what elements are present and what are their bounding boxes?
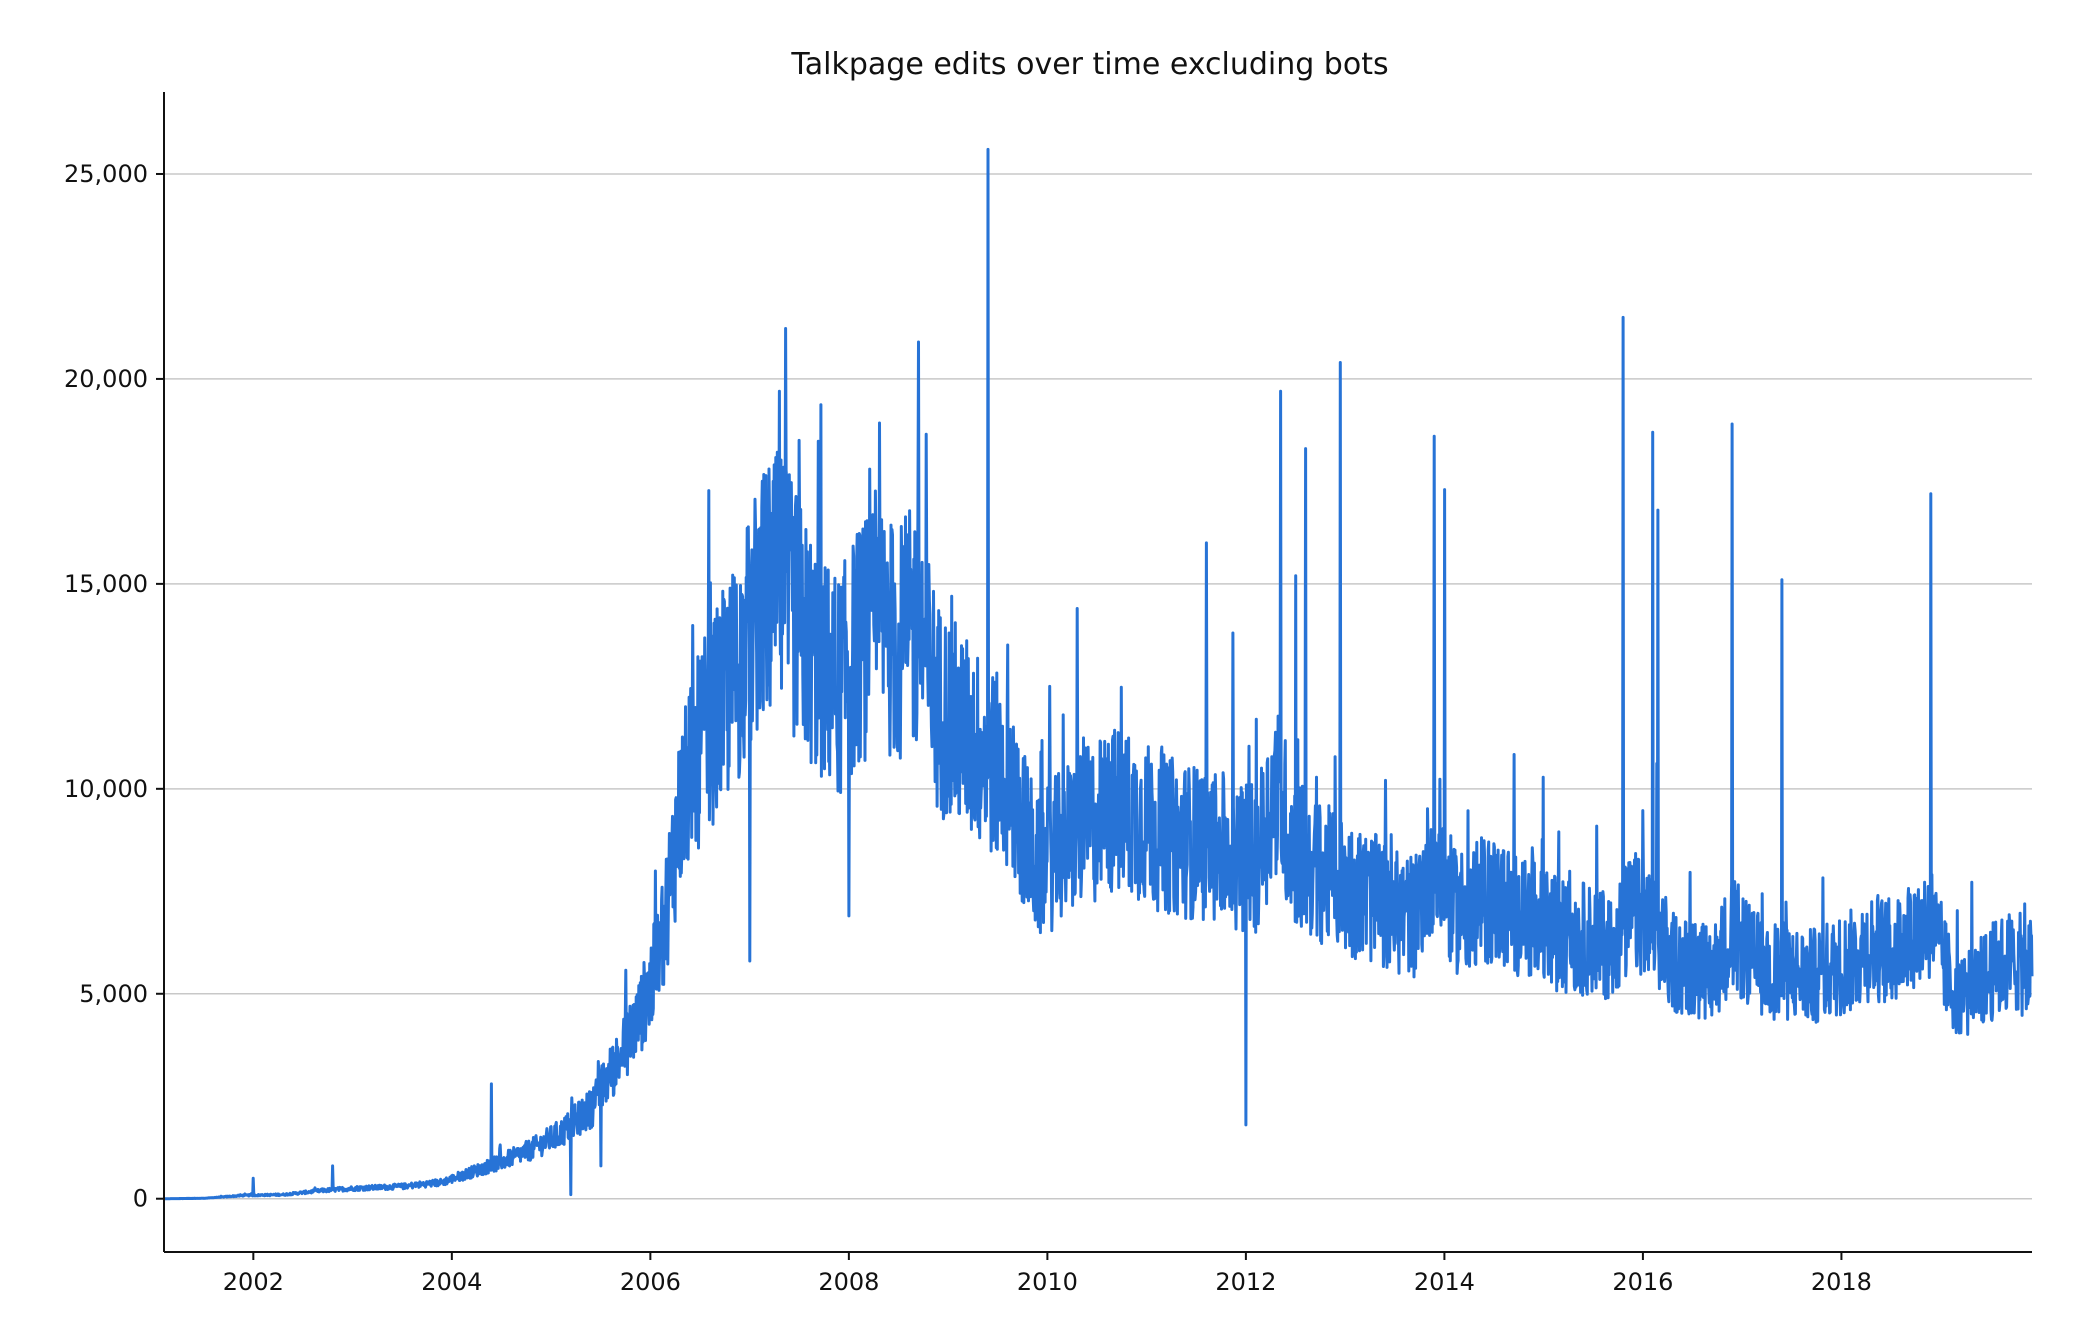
y-tick-label: 15,000 <box>64 570 148 598</box>
x-tick-label: 2016 <box>1612 1268 1673 1296</box>
x-tick-label: 2006 <box>620 1268 681 1296</box>
x-tick-label: 2008 <box>818 1268 879 1296</box>
y-tick-label: 0 <box>133 1185 148 1213</box>
x-tick-label: 2012 <box>1215 1268 1276 1296</box>
chart-title: Talkpage edits over time excluding bots <box>790 47 1388 82</box>
y-tick-label: 20,000 <box>64 365 148 393</box>
x-tick-label: 2014 <box>1414 1268 1475 1296</box>
y-tick-label: 10,000 <box>64 775 148 803</box>
axes <box>163 92 2032 1253</box>
x-tick-label: 2018 <box>1811 1268 1872 1296</box>
ticks: 0 5,000 10,000 15,000 20,000 25,000 2002 2004 20… <box>64 160 1872 1296</box>
y-tick-label: 25,000 <box>64 160 148 188</box>
grid-lines <box>164 173 2032 1200</box>
y-tick-label: 5,000 <box>79 980 148 1008</box>
series-line <box>163 147 2034 1201</box>
x-tick-label: 2002 <box>223 1268 284 1296</box>
plot-area <box>163 147 2034 1201</box>
x-tick-label: 2010 <box>1017 1268 1078 1296</box>
x-tick-label: 2004 <box>421 1268 482 1296</box>
